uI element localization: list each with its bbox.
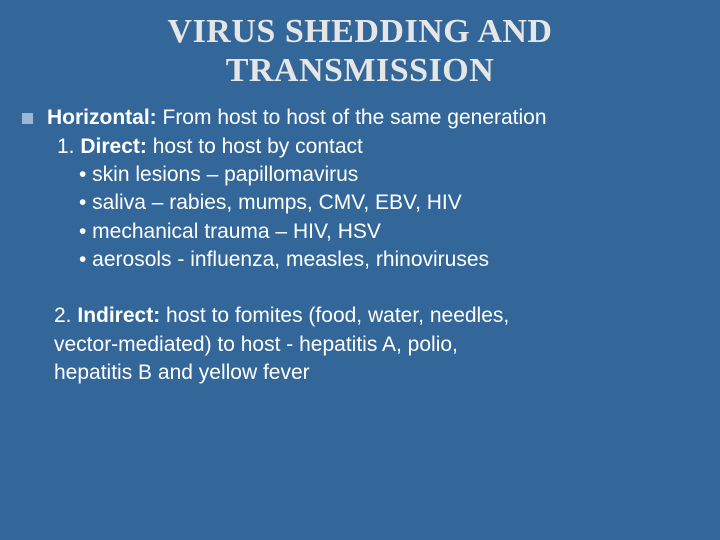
direct-line: 1. Direct: host to host by contact [47,133,700,161]
title-line-2: TRANSMISSION [226,52,495,89]
indirect-prefix: 2. [54,304,77,327]
bullet-aerosols: • aerosols - influenza, measles, rhinovi… [47,246,700,274]
slide: VIRUS SHEDDING AND TRANSMISSION Horizont… [0,0,720,540]
horizontal-line: Horizontal: From host to host of the sam… [47,104,700,132]
slide-title: VIRUS SHEDDING AND TRANSMISSION [20,12,700,90]
bullet-trauma: • mechanical trauma – HIV, HSV [47,218,700,246]
indirect-line-3: hepatitis B and yellow fever [54,359,670,387]
direct-rest: host to host by contact [147,135,363,158]
direct-label: Direct: [80,135,147,158]
horizontal-rest: From host to host of the same generation [157,106,547,129]
indirect-line-1: 2. Indirect: host to fomites (food, wate… [54,302,670,330]
indirect-label: Indirect: [77,304,160,327]
indirect-line-2: vector-mediated) to host - hepatitis A, … [54,331,670,359]
slide-body: Horizontal: From host to host of the sam… [20,104,700,387]
horizontal-block: Horizontal: From host to host of the sam… [20,104,700,274]
square-bullet-icon [22,113,33,124]
horizontal-text: Horizontal: From host to host of the sam… [47,104,700,274]
indirect-block: 2. Indirect: host to fomites (food, wate… [20,302,700,387]
horizontal-label: Horizontal: [47,106,157,129]
indirect-rest-1: host to fomites (food, water, needles, [160,304,509,327]
bullet-skin-lesions: • skin lesions – papillomavirus [47,161,700,189]
bullet-saliva: • saliva – rabies, mumps, CMV, EBV, HIV [47,189,700,217]
title-line-1: VIRUS SHEDDING AND [168,13,553,50]
direct-prefix: 1. [57,135,80,158]
